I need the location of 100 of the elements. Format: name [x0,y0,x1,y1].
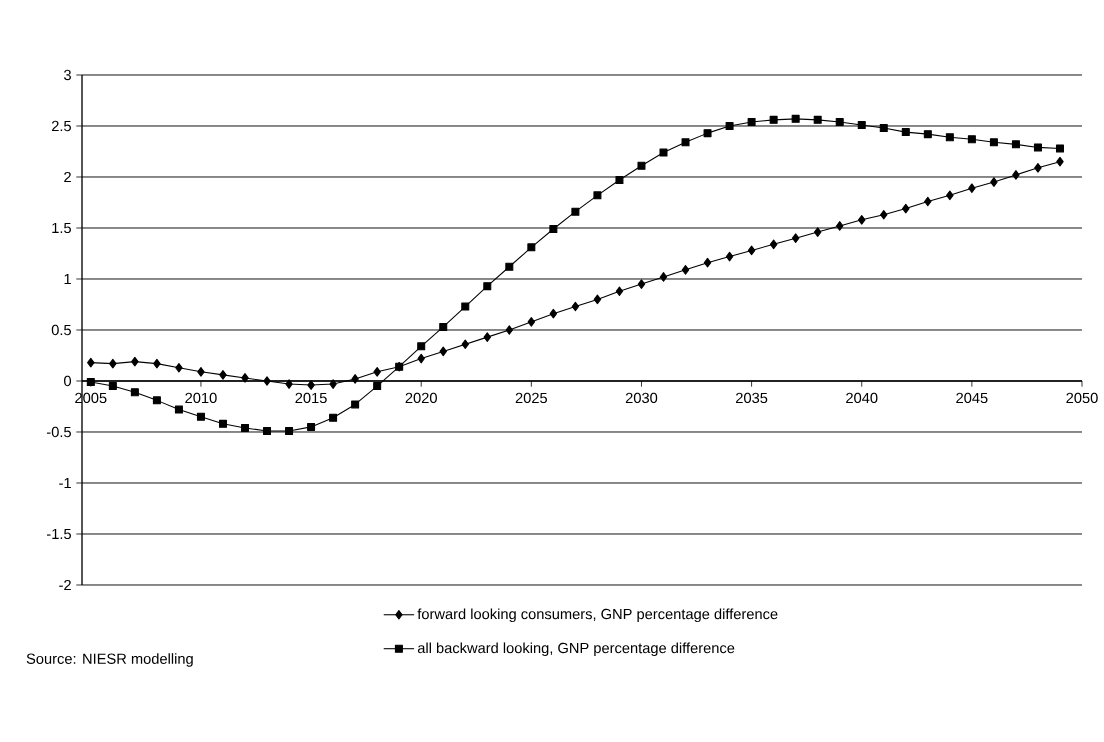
point [373,382,382,391]
y-tick-label: 2 [64,171,71,183]
point [659,272,668,282]
point [351,400,360,409]
point [417,353,425,364]
point [549,308,558,319]
point [593,191,602,200]
point [681,138,690,147]
point [153,358,161,369]
point [527,317,536,327]
y-tick-label: 1.5 [52,222,71,234]
point [87,357,95,368]
point [505,262,514,271]
point [263,376,271,386]
point [703,129,712,138]
x-tick-label: 2030 [625,392,658,404]
point [725,121,734,130]
x-tick-label: 2020 [405,392,437,404]
point [483,282,492,291]
x-tick-label: 2035 [736,392,768,404]
y-tick-label: 3 [64,69,71,81]
point [769,115,778,124]
point [880,209,888,220]
y-tick-label: 1 [64,273,71,285]
point [769,239,778,250]
point [945,133,954,142]
point [196,412,205,421]
point [461,339,469,350]
point [902,203,910,214]
point [637,279,646,289]
point [858,215,866,225]
point [263,426,272,435]
x-tick-label: 2025 [515,392,548,404]
point [813,115,822,124]
point [901,128,910,137]
point [439,346,447,357]
point [1034,163,1042,173]
point [923,130,932,139]
x-tick-label: 2040 [846,392,878,404]
point [835,117,844,126]
point [109,358,117,369]
legend-label: all backward looking, GNP percentage difference [417,642,735,657]
point [175,362,183,373]
point [615,286,624,297]
point [483,332,492,342]
point [285,426,294,435]
point [571,301,580,312]
point [285,379,293,389]
point [615,176,624,185]
point [439,322,448,331]
point [351,374,359,384]
y-tick-label: -0.5 [46,426,71,438]
point [152,396,161,405]
y-tick-label: -1.5 [46,528,71,540]
point [131,356,139,367]
point [813,227,822,237]
point [1056,156,1064,167]
point [1011,140,1020,149]
point [725,251,734,262]
point [329,379,337,389]
point [505,325,514,335]
point [307,380,315,390]
point [218,419,227,428]
y-tick-label: 0 [64,375,72,387]
point [703,257,712,268]
point [527,243,536,252]
point [219,370,227,380]
source-note: Source: NIESR modelling [26,653,193,667]
point [130,388,139,397]
point [373,367,381,377]
point [174,405,183,414]
point [967,135,976,144]
point [1012,170,1020,180]
point [791,114,800,123]
point [1055,144,1064,153]
point [241,423,250,432]
y-tick-label: -1 [59,477,71,489]
y-tick-label: 2.5 [51,120,71,132]
point [968,183,976,194]
point [747,117,756,126]
point [659,148,668,157]
point [946,190,954,201]
y-tick-label: -2 [59,579,71,591]
point [593,294,602,305]
point [241,373,249,383]
legend-label: forward looking consumers, GNP percentage difference [417,608,778,623]
x-tick-label: 2045 [956,392,988,404]
point [879,124,888,133]
point [747,245,756,256]
point [197,367,205,377]
point [86,378,95,387]
point [1033,143,1042,152]
point [681,265,690,275]
point [571,207,580,216]
point [108,382,117,391]
x-tick-label: 2050 [1066,392,1098,404]
point [307,422,316,431]
y-tick-label: 0.5 [51,324,71,336]
point [637,161,646,170]
point [835,221,844,231]
